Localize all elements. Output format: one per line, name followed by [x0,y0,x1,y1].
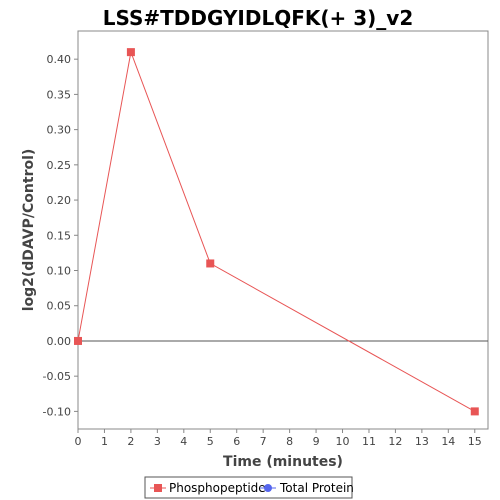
x-tick-label: 15 [468,435,482,448]
legend-total-protein-label: Total Protein [279,481,354,495]
data-point [470,407,479,416]
x-tick-label: 8 [286,435,293,448]
x-tick-label: 11 [362,435,376,448]
series-layer [74,48,479,416]
data-point [206,259,215,268]
y-tick-label: -0.10 [43,405,71,418]
y-tick-label: 0.15 [47,229,72,242]
plot-area [77,30,489,430]
y-tick-label: 0.20 [47,194,72,207]
x-tick-label: 7 [260,435,267,448]
x-tick-label: 2 [127,435,134,448]
y-tick-label: -0.05 [43,370,71,383]
y-tick-label: 0.40 [47,53,72,66]
y-axis: -0.10 -0.05 0.00 0.05 0.10 0.15 0.20 0.25 0.30 0.… [43,53,78,418]
x-tick-label: 9 [313,435,320,448]
x-tick-label: 13 [415,435,429,448]
y-tick-label: 0.10 [47,265,72,278]
chart-title: LSS#TDDGYIDLQFK(+ 3)_v2 [103,6,414,30]
x-tick-label: 1 [101,435,108,448]
data-point [126,48,135,57]
x-tick-label: 10 [336,435,350,448]
x-axis-label: Time (minutes) [223,454,343,470]
y-tick-label: 0.35 [47,88,72,101]
x-tick-label: 12 [388,435,402,448]
y-tick-label: 0.30 [47,124,72,137]
legend: Phosphopeptide Total Protein [144,476,354,499]
x-tick-label: 0 [75,435,82,448]
y-tick-label: 0.05 [47,300,72,313]
legend-box [144,476,353,499]
y-axis-label: log2(dDAVP/Control) [21,149,37,312]
legend-phosphopeptide-label: Phosphopeptide [169,481,266,495]
y-tick-label: 0.25 [47,159,72,172]
data-point [74,336,82,345]
x-axis: 0 1 2 3 4 5 6 7 8 9 10 11 12 13 14 15 [75,429,482,448]
x-tick-label: 3 [154,435,161,448]
series-line-0 [77,50,476,412]
legend-total-protein-marker [264,484,272,492]
legend-phosphopeptide-marker [154,484,162,492]
x-tick-label: 14 [441,435,455,448]
x-tick-label: 4 [180,435,187,448]
x-tick-label: 6 [233,435,240,448]
x-tick-label: 5 [207,435,214,448]
y-tick-label: 0.00 [47,335,72,348]
